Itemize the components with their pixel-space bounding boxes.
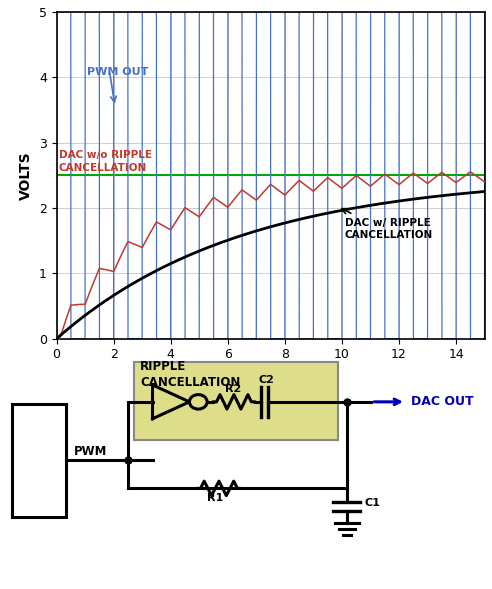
Text: DAC w/ RIPPLE
CANCELLATION: DAC w/ RIPPLE CANCELLATION [345,218,433,240]
Text: R2: R2 [225,384,242,394]
Text: PWM OUT: PWM OUT [87,67,148,77]
Text: RIPPLE: RIPPLE [140,360,186,373]
Text: DAC w/o RIPPLE
CANCELLATION: DAC w/o RIPPLE CANCELLATION [59,150,152,173]
Bar [12,404,66,517]
Text: DAC OUT: DAC OUT [411,395,473,408]
Y-axis label: VOLTS: VOLTS [19,151,33,200]
Text: CANCELLATION: CANCELLATION [140,376,241,389]
X-axis label: PWM Cycles: PWM Cycles [223,367,318,381]
Text: R1: R1 [207,493,223,503]
Text: C2: C2 [258,375,274,385]
Text: C1: C1 [364,498,380,508]
FancyBboxPatch shape [134,362,338,440]
Text: PWM: PWM [74,445,107,458]
